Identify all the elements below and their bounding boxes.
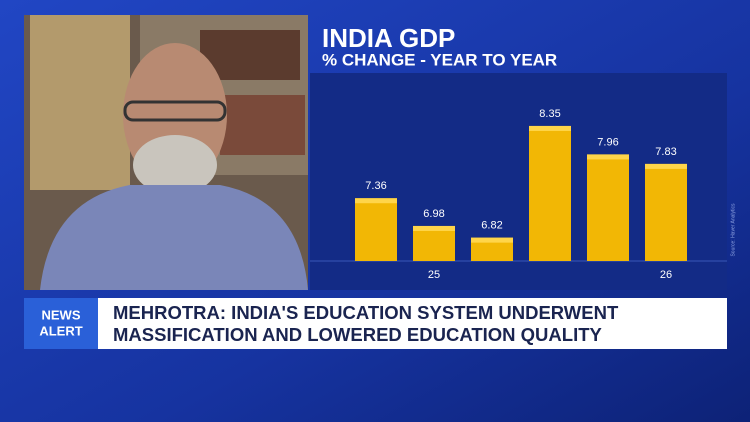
- bar: [587, 154, 629, 261]
- lower-third: NEWS ALERT MEHROTRA: INDIA'S EDUCATION S…: [24, 298, 727, 349]
- headline: MASSIFICATION AND LOWERED EDUCATION QUAL…: [113, 324, 603, 345]
- value-label: 8.35: [539, 108, 560, 120]
- bar-highlight: [355, 198, 397, 204]
- bar: [529, 125, 571, 261]
- bar: [471, 237, 513, 261]
- bar-highlight: [529, 125, 571, 131]
- source-note: Source: Haver Analytics: [730, 203, 736, 257]
- bar: [355, 198, 397, 261]
- x-tick-label: 25: [428, 269, 440, 281]
- value-label: 7.96: [597, 136, 618, 148]
- x-tick-label: 26: [660, 269, 672, 281]
- chart-title: INDIA GDP: [322, 23, 455, 53]
- video-feed: [24, 15, 308, 290]
- bar: [645, 163, 687, 261]
- bar-highlight: [587, 154, 629, 160]
- headline-box: [98, 298, 727, 349]
- tag-text: NEWS: [42, 307, 81, 322]
- bar-highlight: [413, 225, 455, 231]
- bar: [413, 225, 455, 261]
- headline: MEHROTRA: INDIA'S EDUCATION SYSTEM UNDER…: [113, 302, 619, 323]
- tag-text: ALERT: [39, 323, 82, 338]
- bar-highlight: [471, 237, 513, 243]
- bar-highlight: [645, 163, 687, 169]
- chart-subtitle: % CHANGE - YEAR TO YEAR: [322, 50, 557, 69]
- value-label: 7.83: [655, 146, 676, 158]
- tag-box: [24, 298, 98, 349]
- value-label: 6.82: [481, 220, 502, 232]
- value-label: 7.36: [365, 180, 386, 192]
- value-label: 6.98: [423, 208, 444, 220]
